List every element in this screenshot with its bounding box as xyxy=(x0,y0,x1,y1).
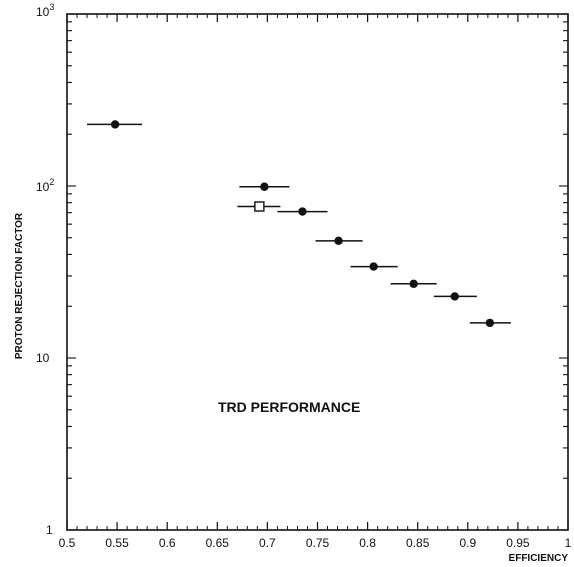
data-point xyxy=(110,120,120,129)
x-tick-label: 0.65 xyxy=(206,536,230,550)
y-axis-title: PROTON REJECTION FACTOR xyxy=(14,212,25,359)
x-tick-label: 0.75 xyxy=(306,536,330,550)
x-tick-label: 0.7 xyxy=(259,536,276,550)
chart-annotation: TRD PERFORMANCE xyxy=(218,399,360,415)
data-point xyxy=(260,182,269,191)
x-axis-title: EFFICIENCY xyxy=(509,553,569,564)
x-tick-label: 0.55 xyxy=(105,536,129,550)
data-point xyxy=(298,207,307,216)
data-point-open-square xyxy=(254,201,265,212)
data-point xyxy=(409,279,418,289)
x-tick-label: 0.5 xyxy=(59,536,76,550)
x-axis: 0.5 0.55 0.6 0.65 0.7 0.75 0.8 0.85 0.9 0.95 1 xyxy=(59,14,572,550)
x-tick-label: 0.95 xyxy=(506,536,530,550)
plot-border xyxy=(66,13,569,531)
y-tick-label-1000: 103 xyxy=(36,2,54,19)
y-tick-label-10: 10 xyxy=(36,351,50,365)
x-tick-label: 0.9 xyxy=(459,536,476,550)
y-axis xyxy=(67,21,568,531)
y-tick-label-100: 102 xyxy=(36,177,54,194)
x-tick-label: 0.8 xyxy=(359,536,376,550)
data-point xyxy=(369,262,378,271)
x-tick-label: 1 xyxy=(565,536,572,550)
data-points xyxy=(87,120,511,328)
data-point xyxy=(450,292,459,301)
data-point xyxy=(485,318,495,328)
x-tick-label: 0.85 xyxy=(406,536,430,550)
data-point xyxy=(334,236,343,246)
x-tick-label: 0.6 xyxy=(159,536,176,550)
plot-frame xyxy=(66,13,569,531)
y-tick-label-1: 1 xyxy=(46,523,53,537)
